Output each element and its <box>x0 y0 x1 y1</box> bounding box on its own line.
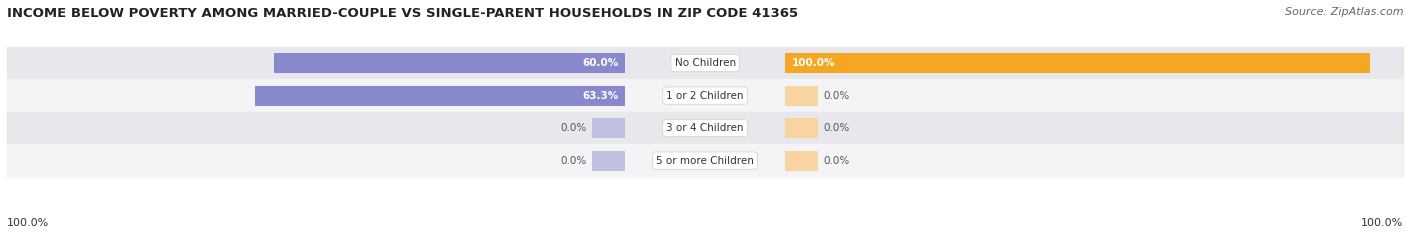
Bar <box>592 118 626 138</box>
Text: No Children: No Children <box>675 58 735 68</box>
Text: 0.0%: 0.0% <box>824 91 849 101</box>
Text: 100.0%: 100.0% <box>792 58 835 68</box>
Text: 63.3%: 63.3% <box>582 91 619 101</box>
Bar <box>254 86 626 106</box>
Text: 1 or 2 Children: 1 or 2 Children <box>666 91 744 101</box>
Text: 0.0%: 0.0% <box>824 123 849 133</box>
Bar <box>7 112 1403 144</box>
Bar <box>785 86 818 106</box>
Bar <box>274 53 626 73</box>
Text: 100.0%: 100.0% <box>7 218 49 228</box>
Bar <box>7 79 1403 112</box>
Bar <box>785 118 818 138</box>
Bar <box>592 151 626 171</box>
Text: 0.0%: 0.0% <box>561 156 586 166</box>
Bar <box>785 53 1369 73</box>
Text: 60.0%: 60.0% <box>582 58 619 68</box>
Text: 0.0%: 0.0% <box>824 156 849 166</box>
Text: 5 or more Children: 5 or more Children <box>657 156 754 166</box>
Bar <box>7 47 1403 79</box>
Text: 0.0%: 0.0% <box>561 123 586 133</box>
Text: INCOME BELOW POVERTY AMONG MARRIED-COUPLE VS SINGLE-PARENT HOUSEHOLDS IN ZIP COD: INCOME BELOW POVERTY AMONG MARRIED-COUPL… <box>7 7 799 20</box>
Text: 100.0%: 100.0% <box>1361 218 1403 228</box>
Bar <box>785 151 818 171</box>
Text: Source: ZipAtlas.com: Source: ZipAtlas.com <box>1285 7 1403 17</box>
Text: 3 or 4 Children: 3 or 4 Children <box>666 123 744 133</box>
Bar <box>7 144 1403 177</box>
